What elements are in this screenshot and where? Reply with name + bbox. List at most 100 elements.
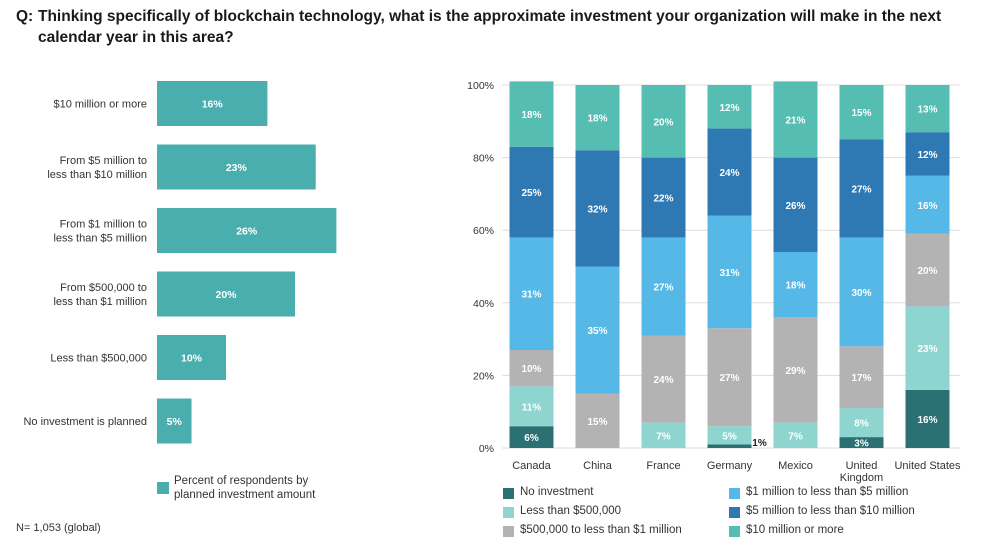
y-tick-label: 0% <box>479 443 494 455</box>
segment-value-label: 6% <box>524 433 539 444</box>
segment-value-label: 31% <box>521 290 541 301</box>
stacked-bar-segment <box>509 237 554 350</box>
left-bar-value-label: 26% <box>236 226 258 238</box>
stacked-bar-segment <box>839 346 884 409</box>
segment-value-label: 12% <box>917 150 937 161</box>
stacked-bar-segment <box>707 426 752 445</box>
stacked-bar-segment <box>509 146 554 238</box>
stacked-bar-segment <box>905 132 950 176</box>
left-category-label: less than $5 million <box>53 233 147 245</box>
legend-label: $1 million to less than $5 million <box>746 486 909 498</box>
segment-value-label: 20% <box>653 117 673 128</box>
segment-value-label: 7% <box>788 431 803 442</box>
segment-value-label: 24% <box>719 168 739 179</box>
segment-value-label: 1% <box>752 438 767 449</box>
segment-value-label: 10% <box>521 364 541 375</box>
segment-value-label: 26% <box>785 201 805 212</box>
stacked-bar-segment <box>839 237 884 347</box>
stacked-bar-segment <box>575 85 620 151</box>
stacked-bar-segment <box>707 128 752 216</box>
stacked-bar-segment <box>905 85 950 133</box>
segment-value-label: 21% <box>785 115 805 126</box>
left-bar <box>157 81 268 126</box>
x-category-label: Canada <box>512 460 551 472</box>
left-bar-value-label: 10% <box>181 353 203 365</box>
segment-value-label: 25% <box>521 188 541 199</box>
left-category-label: No investment is planned <box>23 416 147 428</box>
segment-value-label: 29% <box>785 366 805 377</box>
stacked-bar-segment <box>839 437 884 448</box>
segment-value-label: 15% <box>587 417 607 428</box>
legend-swatch <box>503 526 514 537</box>
legend-swatch <box>729 526 740 537</box>
stacked-bar-segment <box>905 306 950 390</box>
segment-value-label: 13% <box>917 105 937 116</box>
stacked-bar-segment <box>575 266 620 394</box>
segment-value-label: 32% <box>587 204 607 215</box>
stacked-bar-segment <box>641 237 686 336</box>
stacked-bar-segment <box>839 139 884 238</box>
stacked-bar-segment <box>905 389 950 448</box>
stacked-bar-segment <box>641 157 686 238</box>
stacked-bar-segment <box>641 85 686 158</box>
left-bar-value-label: 20% <box>215 289 237 301</box>
x-category-label: Kingdom <box>840 472 883 484</box>
left-legend-line: planned investment amount <box>174 489 316 501</box>
segment-value-label: 22% <box>653 194 673 205</box>
stacked-bar-segment <box>905 233 950 307</box>
segment-value-label: 16% <box>917 415 937 426</box>
y-tick-label: 80% <box>473 153 494 165</box>
left-category-label: $10 million or more <box>53 99 147 111</box>
stacked-bar-segment <box>641 422 686 448</box>
left-bar <box>157 144 316 190</box>
left-bar <box>157 208 337 253</box>
segment-value-label: 16% <box>917 201 937 212</box>
legend-label: $500,000 to less than $1 million <box>520 524 682 536</box>
left-bar <box>157 335 226 380</box>
legend-label: $10 million or more <box>746 524 844 536</box>
left-bar-value-label: 16% <box>202 99 224 111</box>
stacked-bar-segment <box>575 150 620 267</box>
stacked-bar-segment <box>773 157 818 252</box>
stacked-bar-segment <box>509 349 554 387</box>
x-category-label: China <box>583 460 613 472</box>
stacked-bar-segment <box>575 393 620 448</box>
left-category-label: less than $10 million <box>47 169 147 181</box>
segment-value-label: 27% <box>653 282 673 293</box>
segment-value-label: 15% <box>851 108 871 119</box>
left-category-label: From $5 million to <box>60 155 147 167</box>
segment-value-label: 18% <box>521 110 541 121</box>
segment-value-label: 24% <box>653 375 673 386</box>
x-category-label: United <box>846 460 878 472</box>
stacked-bar-segment <box>773 422 818 448</box>
stacked-bar-segment <box>839 408 884 438</box>
segment-value-label: 27% <box>719 373 739 384</box>
left-bar <box>157 398 192 444</box>
stacked-bar-segment <box>839 85 884 140</box>
segment-value-label: 12% <box>719 103 739 114</box>
left-category-label: Less than $500,000 <box>50 353 147 365</box>
segment-value-label: 35% <box>587 326 607 337</box>
left-category-label: From $1 million to <box>60 219 147 231</box>
stacked-bar-segment <box>509 426 554 448</box>
title-text: Thinking specifically of blockchain tech… <box>38 8 942 46</box>
left-bar <box>157 271 295 317</box>
stacked-bar-segment <box>773 81 818 158</box>
left-bar-value-label: 5% <box>167 416 183 428</box>
segment-value-label: 31% <box>719 268 739 279</box>
stacked-bar-segment <box>509 81 554 147</box>
stacked-bar-segment <box>707 444 752 448</box>
title-prefix: Q: <box>16 8 34 25</box>
x-category-label: Mexico <box>778 460 813 472</box>
segment-value-label: 30% <box>851 288 871 299</box>
legend-label: Less than $500,000 <box>520 505 622 517</box>
segment-value-label: 23% <box>917 344 937 355</box>
y-tick-label: 20% <box>473 370 494 382</box>
legend-label: $5 million to less than $10 million <box>746 505 915 517</box>
right-legend: No investment Less than $500,000 $500,000 … <box>503 486 963 546</box>
stacked-bar-segment <box>509 386 554 427</box>
segment-value-label: 17% <box>851 373 871 384</box>
y-tick-label: 60% <box>473 225 494 237</box>
legend-swatch <box>503 507 514 518</box>
y-tick-label: 100% <box>467 80 494 92</box>
